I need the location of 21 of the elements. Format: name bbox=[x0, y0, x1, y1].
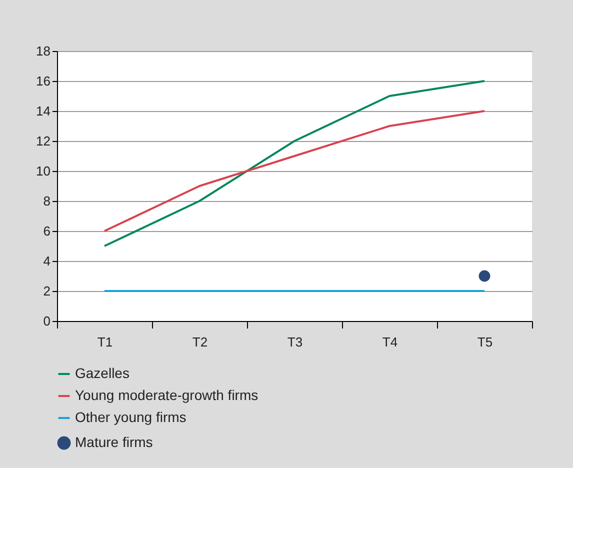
legend-label: Young moderate-growth firms bbox=[75, 387, 258, 403]
y-tick-label: 8 bbox=[43, 194, 50, 208]
legend-label: Other young firms bbox=[75, 409, 186, 425]
y-tick-label: 2 bbox=[43, 284, 50, 298]
x-tick-label: T2 bbox=[192, 334, 208, 350]
y-tick-label: 4 bbox=[43, 254, 50, 268]
legend-label: Gazelles bbox=[75, 365, 130, 381]
x-tick-label: T1 bbox=[97, 334, 113, 350]
line-series bbox=[104, 110, 486, 232]
x-tick-label: T3 bbox=[287, 334, 303, 350]
y-tick-label: 14 bbox=[36, 104, 50, 118]
line-series bbox=[104, 80, 486, 247]
y-tick-label: 10 bbox=[36, 164, 50, 178]
y-tick-label: 6 bbox=[43, 224, 50, 238]
y-tick-label: 0 bbox=[43, 314, 50, 328]
y-tick-label: 16 bbox=[36, 74, 50, 88]
y-tick-label: 18 bbox=[36, 44, 50, 58]
y-tick-label: 12 bbox=[36, 134, 50, 148]
legend-label: Mature firms bbox=[75, 434, 153, 450]
x-tick-label: T4 bbox=[382, 334, 398, 350]
x-tick-label: T5 bbox=[477, 334, 493, 350]
